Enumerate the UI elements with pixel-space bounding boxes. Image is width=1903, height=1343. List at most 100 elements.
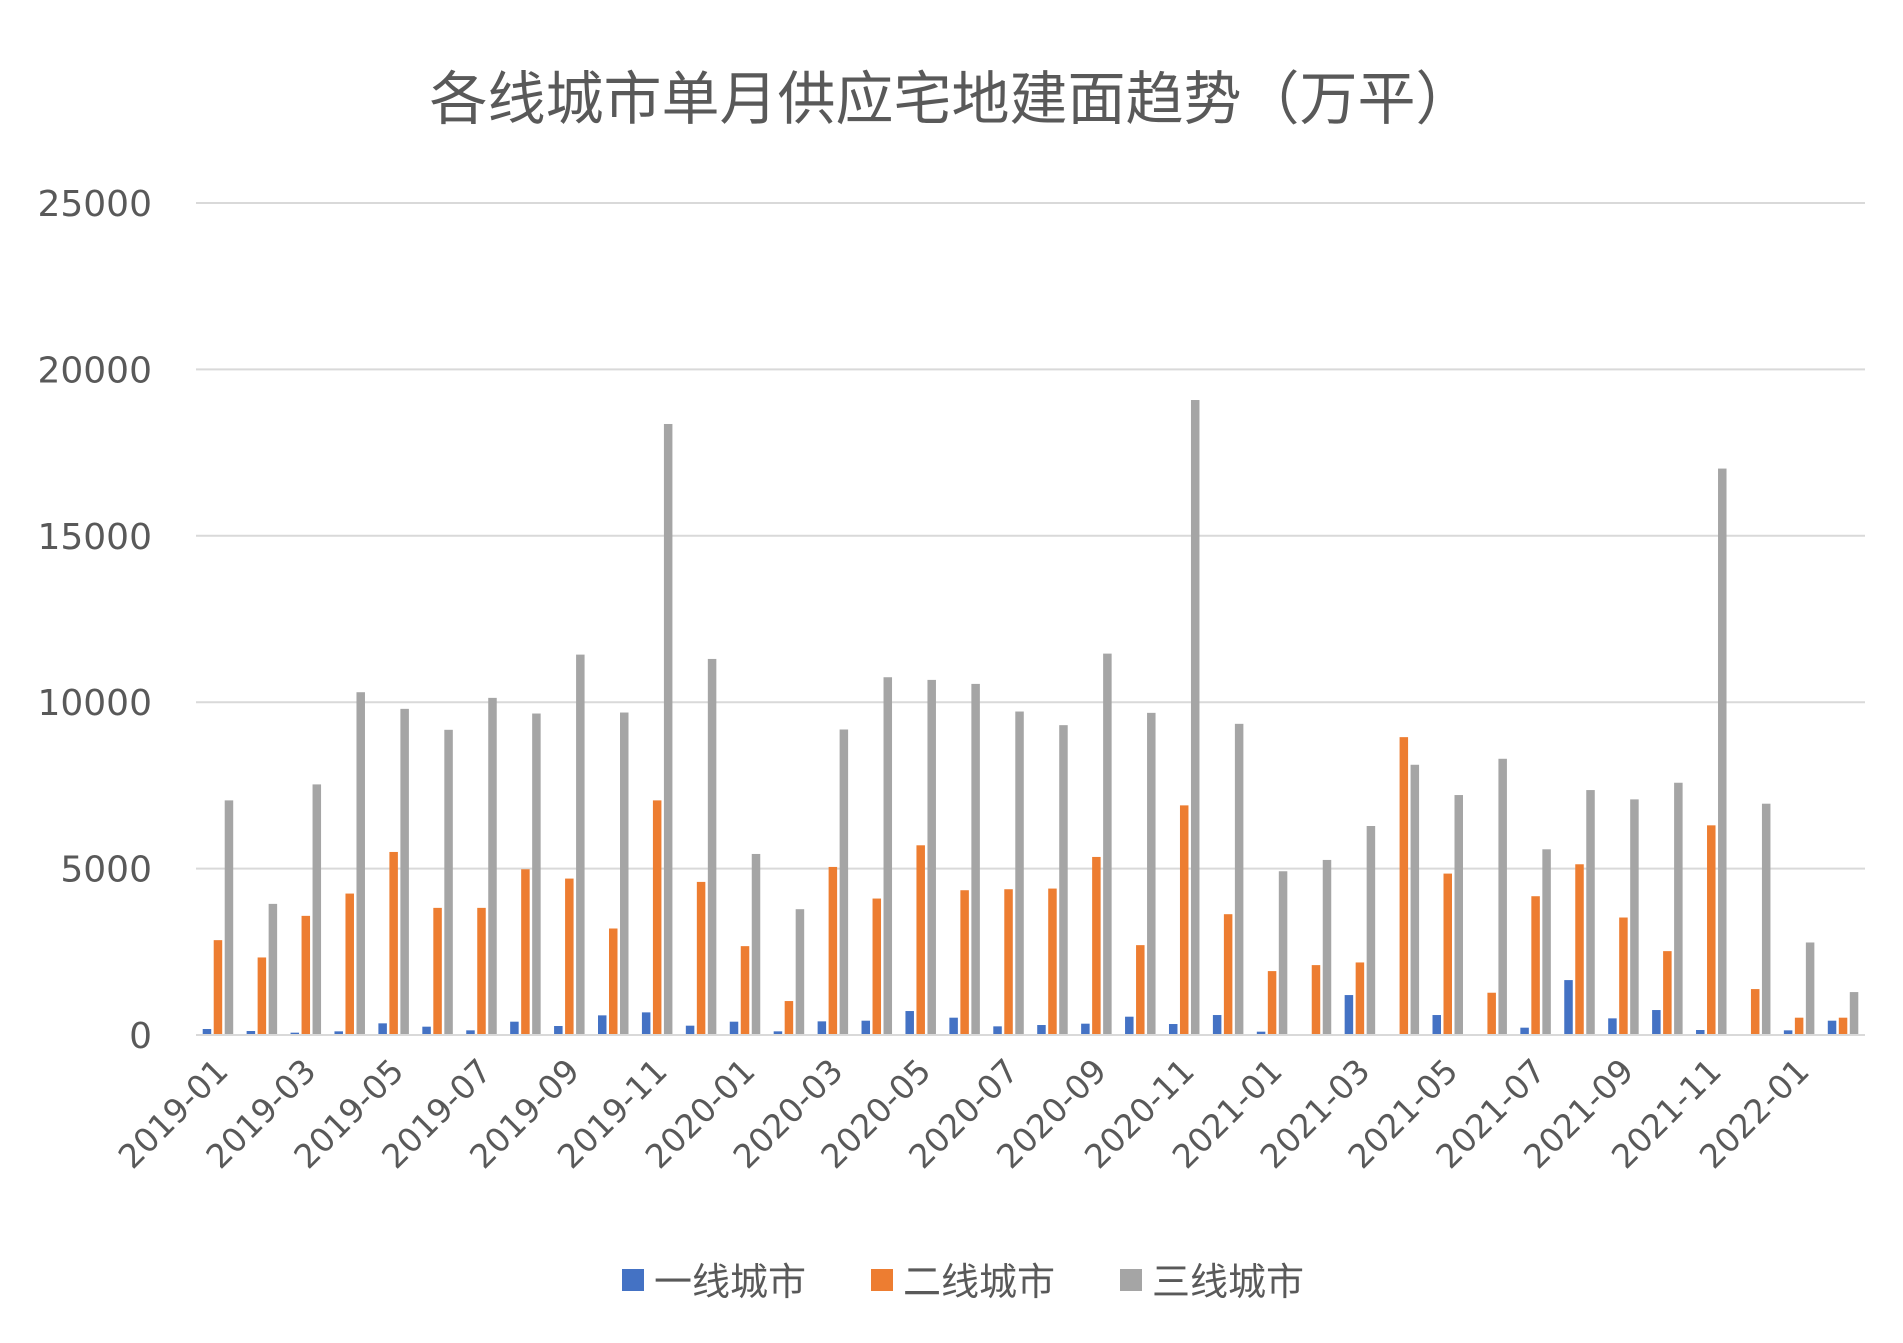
y-tick-label: 5000 [60, 850, 152, 891]
bar-3-2019-05 [400, 708, 409, 1035]
bar-1-2019-06 [422, 1026, 431, 1035]
bar-1-2019-08 [510, 1021, 519, 1035]
bar-2-2019-02 [257, 957, 267, 1035]
bar-2-2019-04 [345, 893, 354, 1035]
bar-2-2020-02 [784, 1001, 794, 1035]
y-tick-label: 20000 [37, 350, 152, 391]
bar-2-2019-08 [521, 869, 530, 1035]
bar-2-2020-07 [1004, 889, 1013, 1035]
bar-1-2019-01 [202, 1029, 212, 1035]
bar-2-2019-10 [609, 928, 618, 1035]
legend-swatch [1120, 1269, 1142, 1291]
bar-1-2020-12 [1212, 1015, 1222, 1035]
bar-1-2022-02 [1827, 1020, 1837, 1035]
bar-1-2020-10 [1125, 1016, 1134, 1035]
x-axis-ticks: 2019-012019-032019-052019-072019-092019-… [111, 1051, 1817, 1176]
bar-1-2021-11 [1696, 1030, 1705, 1035]
bar-3-2019-10 [620, 712, 629, 1035]
bar-2-2021-08 [1575, 864, 1584, 1035]
bar-3-2021-07 [1542, 849, 1551, 1035]
bar-3-2021-04 [1410, 764, 1420, 1035]
bar-2-2021-03 [1355, 962, 1365, 1035]
bar-2-2022-01 [1794, 1017, 1804, 1035]
bar-3-2020-04 [883, 677, 893, 1035]
legend-label: 三线城市 [1152, 1260, 1304, 1304]
bar-2-2019-03 [301, 915, 311, 1035]
bar-2-2019-06 [433, 907, 442, 1035]
bar-3-2019-03 [312, 784, 322, 1035]
bar-1-2019-11 [641, 1012, 651, 1035]
bar-3-2021-09 [1630, 799, 1639, 1035]
y-tick-label: 15000 [37, 517, 152, 558]
y-tick-label: 25000 [37, 184, 152, 225]
bar-3-2020-09 [1103, 653, 1112, 1035]
bar-2-2021-07 [1531, 896, 1540, 1035]
bar-3-2022-02 [1849, 992, 1859, 1035]
bar-1-2021-08 [1564, 980, 1573, 1035]
bar-2-2020-09 [1092, 856, 1101, 1035]
bar-1-2020-08 [1037, 1025, 1046, 1035]
y-axis-ticks: 0 5000 10000 15000 20000 25000 [37, 184, 152, 1057]
y-tick-label: 0 [129, 1016, 152, 1057]
bar-2-2019-11 [652, 800, 662, 1035]
bar-1-2020-04 [861, 1020, 871, 1035]
bar-1-2019-07 [466, 1030, 475, 1035]
y-tick-label: 10000 [37, 683, 152, 724]
bar-1-2021-07 [1520, 1027, 1529, 1035]
bar-1-2020-07 [993, 1026, 1002, 1035]
bar-3-2019-04 [356, 692, 365, 1035]
bar-3-2021-10 [1674, 782, 1683, 1035]
bar-1-2020-09 [1081, 1023, 1090, 1035]
bar-2-2020-08 [1048, 888, 1057, 1035]
bar-3-2020-05 [927, 679, 936, 1035]
legend-label: 二线城市 [903, 1260, 1055, 1304]
bar-2-2019-01 [213, 940, 223, 1035]
bar-3-2020-01 [751, 853, 761, 1035]
bar-2-2019-12 [696, 881, 706, 1035]
bar-1-2019-02 [246, 1031, 256, 1035]
bar-3-2021-11 [1718, 468, 1727, 1035]
bar-2-2020-01 [740, 946, 750, 1035]
bar-3-2020-11 [1190, 400, 1200, 1035]
bar-3-2021-01 [1278, 871, 1288, 1035]
bar-1-2022-01 [1783, 1030, 1793, 1035]
bar-1-2019-09 [554, 1026, 563, 1035]
bar-3-2019-11 [663, 423, 673, 1036]
bar-3-2019-12 [707, 658, 717, 1035]
bar-1-2021-05 [1432, 1015, 1441, 1035]
bar-1-2021-01 [1256, 1031, 1266, 1035]
bar-2-2021-06 [1487, 992, 1496, 1035]
bar-1-2019-05 [378, 1023, 387, 1035]
bar-2-2020-10 [1136, 945, 1145, 1035]
bar-3-2021-08 [1586, 790, 1595, 1035]
legend-label: 一线城市 [654, 1260, 806, 1304]
bar-1-2020-05 [905, 1011, 914, 1035]
bar-3-2019-08 [532, 713, 541, 1035]
bar-3-2019-09 [576, 654, 585, 1035]
legend: 一线城市 二线城市 三线城市 [622, 1260, 1304, 1304]
bar-1-2020-02 [773, 1031, 783, 1035]
bar-3-2020-07 [1015, 711, 1024, 1035]
bar-2-2021-11 [1707, 825, 1716, 1035]
bar-2-2019-09 [565, 878, 574, 1035]
bar-3-2020-10 [1147, 712, 1156, 1035]
bar-1-2019-03 [290, 1032, 300, 1035]
bar-1-2021-03 [1344, 995, 1354, 1035]
bar-3-2019-02 [268, 903, 278, 1035]
bar-2-2020-03 [828, 866, 838, 1035]
legend-swatch [622, 1269, 644, 1291]
bar-3-2019-01 [224, 800, 234, 1035]
bar-1-2019-12 [685, 1025, 695, 1035]
bar-1-2020-11 [1168, 1024, 1178, 1035]
bar-2-2021-12 [1750, 989, 1760, 1035]
bar-3-2021-03 [1366, 826, 1376, 1035]
bar-3-2020-02 [795, 909, 805, 1035]
bar-2-2019-07 [477, 907, 486, 1035]
bar-2-2022-02 [1838, 1017, 1848, 1035]
bar-1-2021-10 [1652, 1010, 1661, 1035]
bar-2-2021-02 [1311, 965, 1321, 1035]
bar-3-2020-06 [971, 683, 980, 1035]
bar-2-2021-10 [1663, 951, 1672, 1035]
chart-title: 各线城市单月供应宅地建面趋势（万平） [429, 65, 1474, 133]
